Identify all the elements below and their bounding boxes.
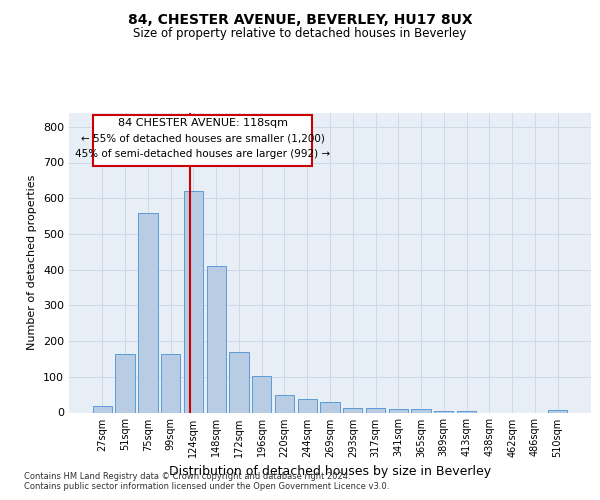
Bar	[298, 399, 317, 412]
Bar	[252, 376, 271, 412]
Text: 84, CHESTER AVENUE, BEVERLEY, HU17 8UX: 84, CHESTER AVENUE, BEVERLEY, HU17 8UX	[128, 12, 472, 26]
Bar	[184, 191, 203, 412]
Bar	[115, 354, 135, 412]
Bar	[389, 409, 408, 412]
Text: Contains HM Land Registry data © Crown copyright and database right 2024.: Contains HM Land Registry data © Crown c…	[24, 472, 350, 481]
Bar	[138, 212, 158, 412]
FancyBboxPatch shape	[93, 116, 312, 166]
Bar	[320, 402, 340, 412]
Bar	[548, 410, 567, 412]
Text: Contains public sector information licensed under the Open Government Licence v3: Contains public sector information licen…	[24, 482, 389, 491]
Bar	[93, 406, 112, 412]
Text: Size of property relative to detached houses in Beverley: Size of property relative to detached ho…	[133, 28, 467, 40]
Text: 84 CHESTER AVENUE: 118sqm: 84 CHESTER AVENUE: 118sqm	[118, 118, 287, 128]
X-axis label: Distribution of detached houses by size in Beverley: Distribution of detached houses by size …	[169, 465, 491, 478]
Bar	[229, 352, 248, 412]
Bar	[206, 266, 226, 412]
Bar	[275, 394, 294, 412]
Y-axis label: Number of detached properties: Number of detached properties	[28, 175, 37, 350]
Bar	[343, 408, 362, 412]
Text: ← 55% of detached houses are smaller (1,200): ← 55% of detached houses are smaller (1,…	[80, 133, 325, 143]
Text: 45% of semi-detached houses are larger (992) →: 45% of semi-detached houses are larger (…	[75, 148, 330, 158]
Bar	[161, 354, 181, 412]
Bar	[412, 409, 431, 412]
Bar	[366, 408, 385, 412]
